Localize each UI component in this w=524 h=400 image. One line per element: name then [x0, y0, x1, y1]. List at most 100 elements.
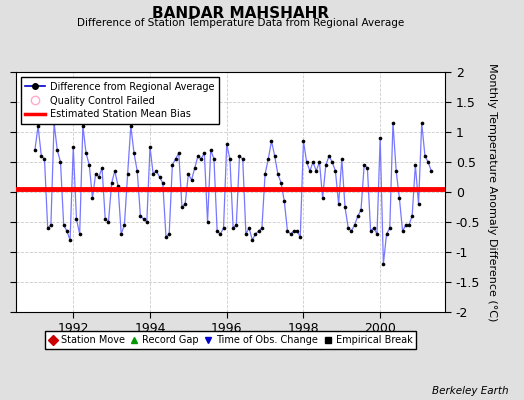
Point [88, 195, 96, 201]
Point [376, 135, 385, 141]
Point [63, 228, 71, 234]
Point [200, 150, 209, 156]
Point [60, 222, 68, 228]
Point [427, 168, 435, 174]
Point [178, 204, 186, 210]
Point [40, 156, 49, 162]
Point [213, 228, 221, 234]
Point [162, 234, 170, 240]
Point [296, 234, 304, 240]
Point [197, 156, 205, 162]
Point [75, 231, 84, 237]
Point [171, 156, 180, 162]
Point [98, 165, 106, 171]
Legend: Difference from Regional Average, Quality Control Failed, Estimated Station Mean: Difference from Regional Average, Qualit… [20, 77, 219, 124]
Point [347, 228, 356, 234]
Point [258, 225, 266, 231]
Point [37, 153, 46, 159]
Point [334, 201, 343, 207]
Point [229, 225, 237, 231]
Point [274, 171, 282, 177]
Point [124, 171, 132, 177]
Point [235, 153, 244, 159]
Point [331, 168, 340, 174]
Y-axis label: Monthly Temperature Anomaly Difference (°C): Monthly Temperature Anomaly Difference (… [487, 63, 497, 321]
Point [369, 225, 378, 231]
Point [133, 168, 141, 174]
Point [395, 195, 403, 201]
Legend: Station Move, Record Gap, Time of Obs. Change, Empirical Break: Station Move, Record Gap, Time of Obs. C… [45, 331, 416, 349]
Point [248, 237, 257, 243]
Point [287, 231, 295, 237]
Point [43, 225, 52, 231]
Point [127, 123, 135, 129]
Point [188, 177, 196, 183]
Point [325, 153, 333, 159]
Point [232, 222, 241, 228]
Point [146, 144, 154, 150]
Point [315, 159, 324, 165]
Point [184, 171, 192, 177]
Point [220, 225, 228, 231]
Point [79, 123, 87, 129]
Point [255, 228, 263, 234]
Point [120, 222, 128, 228]
Point [104, 219, 113, 225]
Point [305, 168, 314, 174]
Point [392, 168, 400, 174]
Point [72, 216, 81, 222]
Point [226, 156, 234, 162]
Point [398, 228, 407, 234]
Point [421, 153, 429, 159]
Point [165, 231, 173, 237]
Point [152, 168, 160, 174]
Point [337, 156, 346, 162]
Point [50, 120, 58, 126]
Point [386, 225, 394, 231]
Point [242, 231, 250, 237]
Point [156, 174, 164, 180]
Point [34, 123, 42, 129]
Point [107, 180, 116, 186]
Point [143, 219, 151, 225]
Text: BANDAR MAHSHAHR: BANDAR MAHSHAHR [152, 6, 330, 21]
Point [111, 168, 119, 174]
Point [405, 222, 413, 228]
Point [181, 201, 189, 207]
Point [401, 222, 410, 228]
Point [191, 165, 199, 171]
Point [85, 162, 93, 168]
Point [66, 237, 74, 243]
Point [360, 162, 368, 168]
Point [351, 222, 359, 228]
Point [31, 147, 39, 153]
Point [245, 225, 253, 231]
Point [344, 225, 353, 231]
Point [206, 147, 215, 153]
Point [223, 141, 231, 147]
Point [312, 168, 320, 174]
Point [280, 198, 289, 204]
Text: Difference of Station Temperature Data from Regional Average: Difference of Station Temperature Data f… [78, 18, 405, 28]
Point [92, 171, 100, 177]
Point [379, 261, 388, 267]
Point [283, 228, 292, 234]
Point [56, 159, 64, 165]
Point [277, 180, 285, 186]
Point [114, 183, 122, 189]
Text: Berkeley Earth: Berkeley Earth [432, 386, 508, 396]
Point [319, 195, 327, 201]
Point [302, 159, 311, 165]
Point [270, 153, 279, 159]
Point [264, 156, 272, 162]
Point [149, 171, 157, 177]
Point [328, 159, 336, 165]
Point [293, 228, 301, 234]
Point [82, 150, 90, 156]
Point [238, 156, 247, 162]
Point [168, 162, 177, 168]
Point [210, 156, 218, 162]
Point [53, 147, 61, 153]
Point [357, 207, 365, 213]
Point [130, 150, 138, 156]
